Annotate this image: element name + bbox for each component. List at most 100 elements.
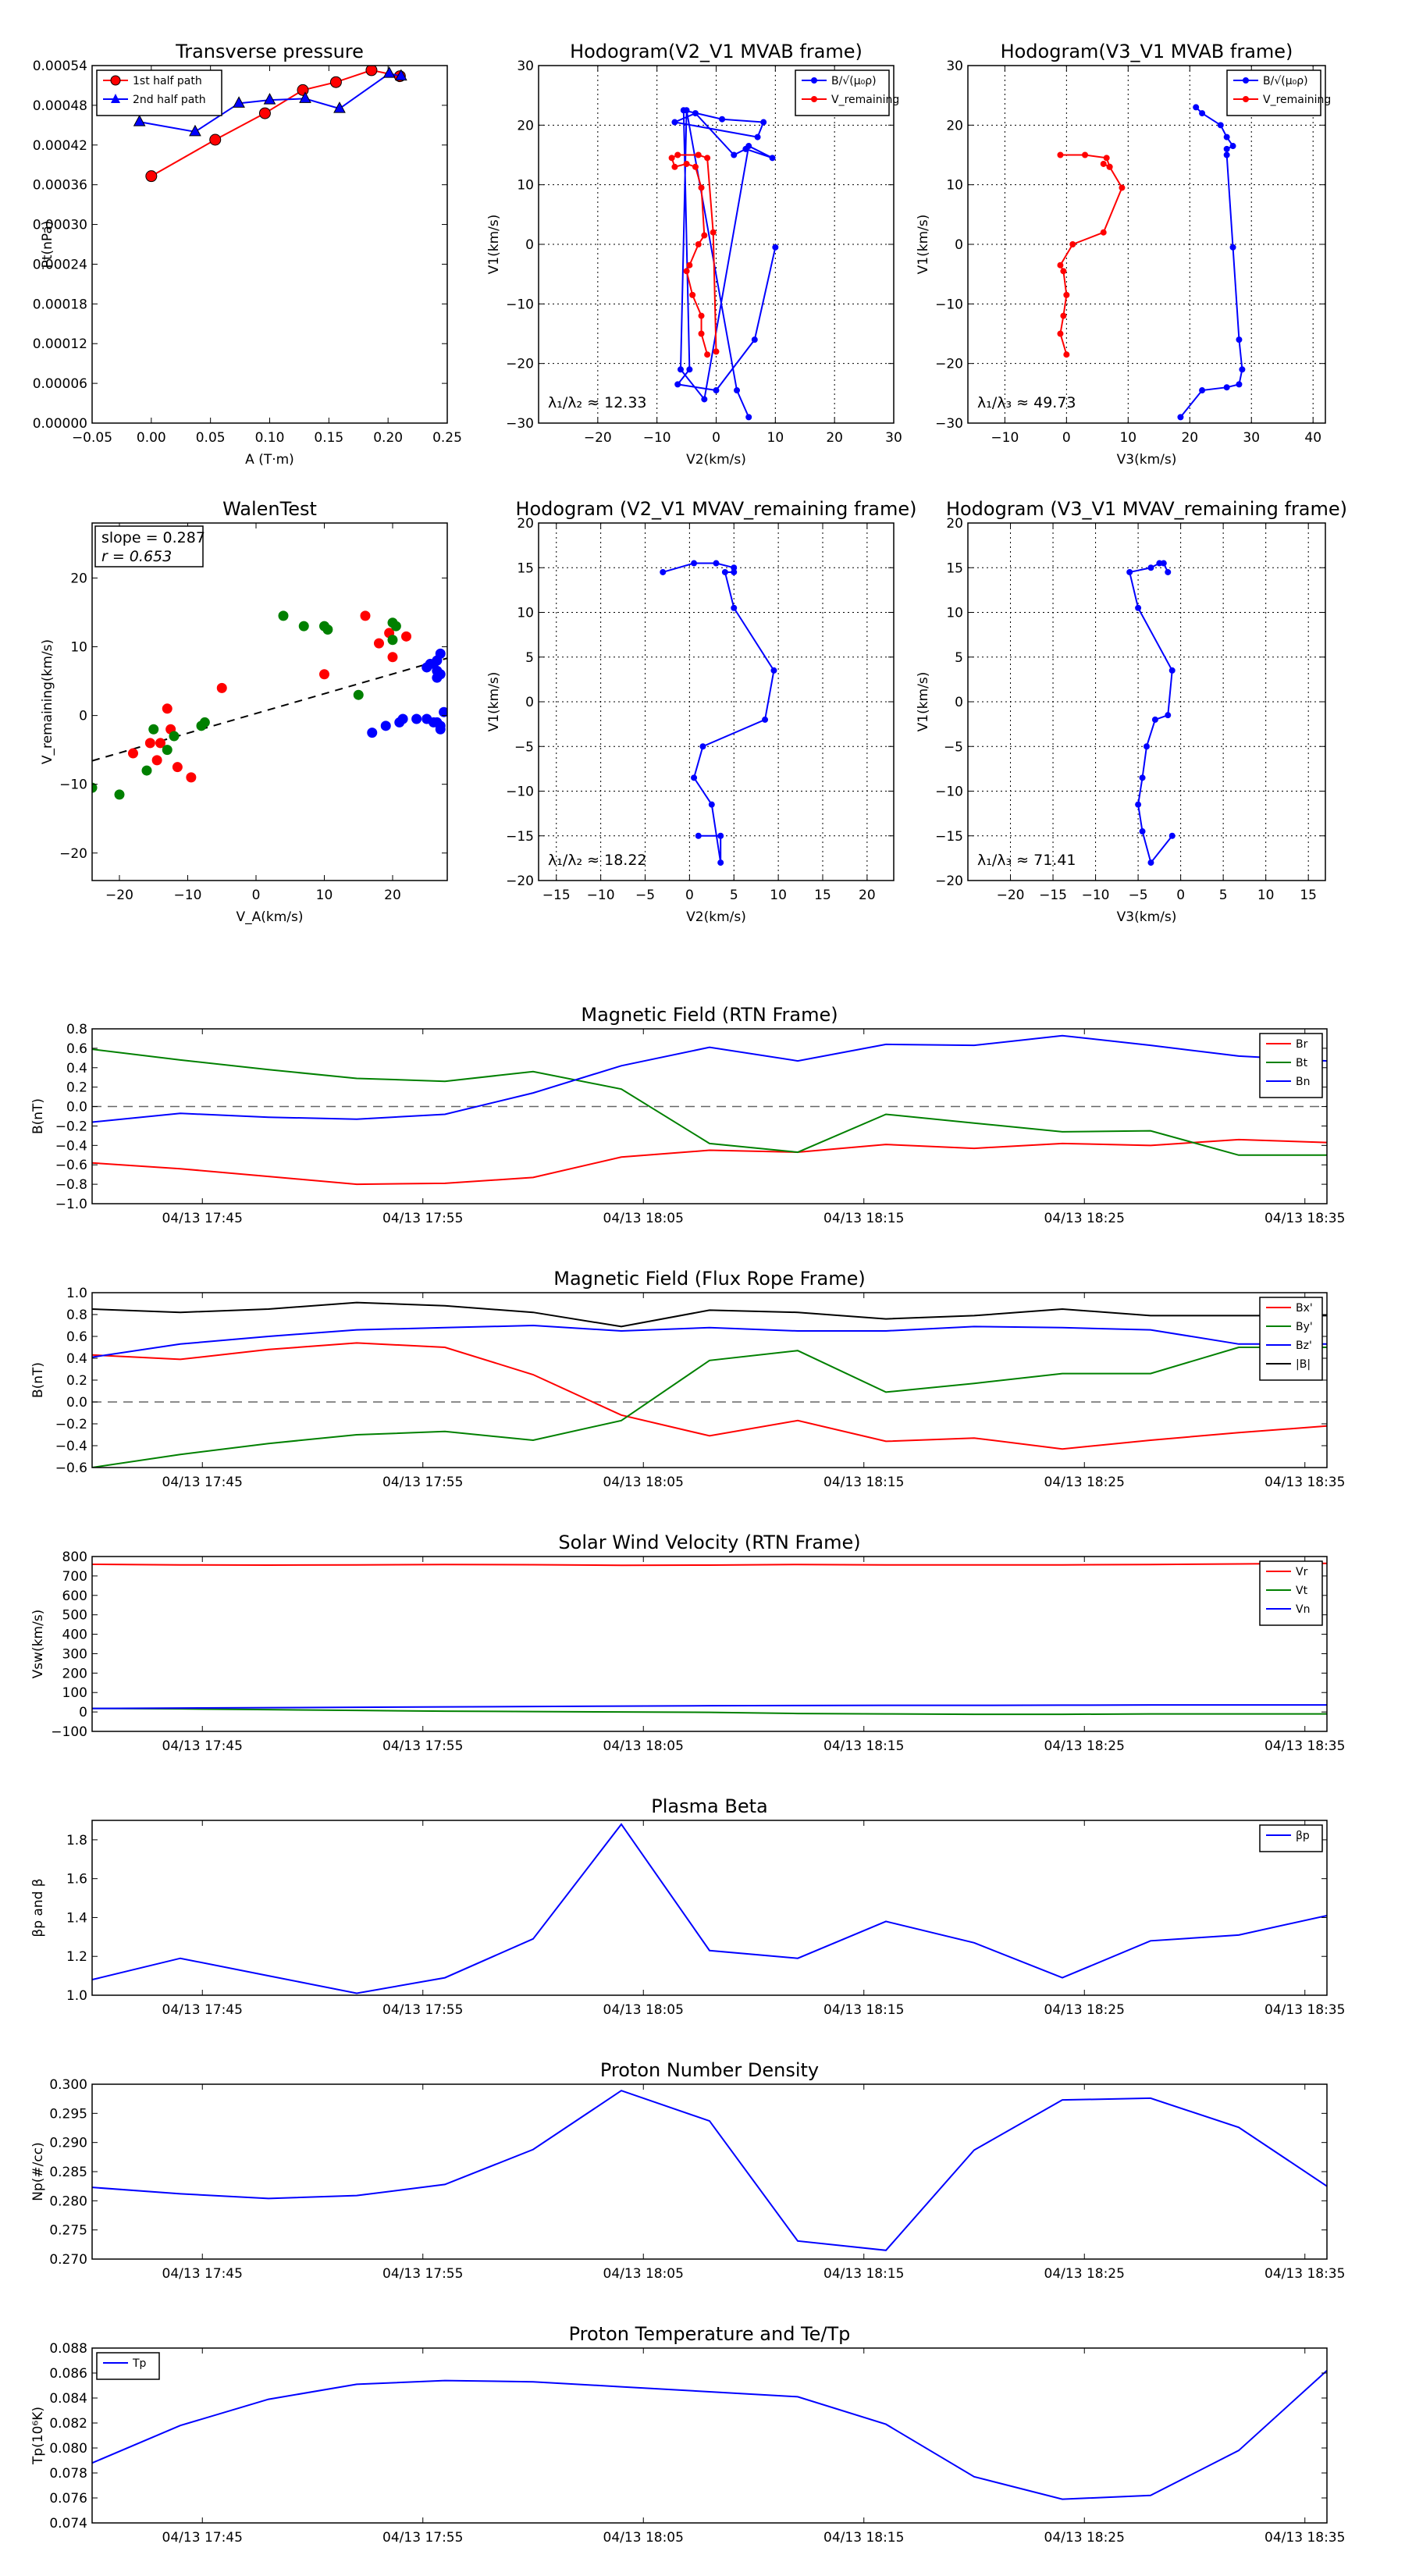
x-tick-label: 04/13 18:25 xyxy=(1044,2530,1125,2546)
data-point xyxy=(1126,568,1133,575)
series-line-2nd half path xyxy=(139,73,402,133)
x-tick-label: −5 xyxy=(635,888,655,903)
y-tick-label: −10 xyxy=(506,785,534,800)
data-point xyxy=(189,124,201,137)
x-tick-label: 0 xyxy=(252,888,261,903)
plot-area xyxy=(1126,560,1176,866)
y-tick-label: 1.4 xyxy=(66,1910,87,1926)
y-tick-label: 0.078 xyxy=(49,2466,87,2482)
data-point xyxy=(1119,184,1126,191)
plot-area xyxy=(660,560,777,866)
y-tick-label: 0.0 xyxy=(66,1100,87,1115)
y-axis-label: V_remaining(km/s) xyxy=(40,639,55,764)
legend-label: Vt xyxy=(1296,1585,1308,1597)
data-point xyxy=(1236,336,1243,343)
x-tick-label: 04/13 17:55 xyxy=(382,1738,463,1754)
x-tick-label: 10 xyxy=(1119,430,1136,446)
axes-frame xyxy=(91,65,448,424)
x-tick-label: 04/13 17:45 xyxy=(162,2266,243,2282)
series-line-Vr xyxy=(92,1562,1327,1567)
x-tick-label: 10 xyxy=(767,430,784,446)
chart-h4: −20 −15 −10 −5 0 5 10 15 −20 −15 −10 −5 0 5 10 15 20Hodo… xyxy=(916,498,1347,925)
legend-label: Tp xyxy=(132,2357,147,2370)
data-point xyxy=(1057,330,1064,337)
legend-label: Vr xyxy=(1296,1566,1308,1578)
x-tick-label: 04/13 18:35 xyxy=(1264,1211,1345,1226)
series-line-0 xyxy=(92,2090,1327,2251)
legend: Vr Vt Vn xyxy=(1259,1560,1323,1626)
y-tick-label: 500 xyxy=(62,1608,87,1624)
axes-frame xyxy=(91,1556,1328,1732)
y-axis-label: V1(km/s) xyxy=(486,672,502,732)
data-point xyxy=(719,116,726,123)
y-tick-label: 0.082 xyxy=(49,2416,87,2432)
y-tick-label: 0.8 xyxy=(66,1308,87,1323)
data-point xyxy=(683,107,690,114)
y-tick-label: 30 xyxy=(517,59,534,74)
axes-frame xyxy=(91,1028,1328,1204)
y-tick-label: −100 xyxy=(51,1724,87,1740)
legend-marker xyxy=(811,77,817,84)
y-tick-label: 0.076 xyxy=(49,2491,87,2507)
y-tick-label: 0.2 xyxy=(66,1080,87,1096)
x-tick-label: 0 xyxy=(1062,430,1071,446)
data-point xyxy=(360,610,371,621)
y-axis-label: V1(km/s) xyxy=(486,215,502,275)
slope-annotation: slope = 0.287 xyxy=(101,529,205,546)
y-tick-label: 0.6 xyxy=(66,1329,87,1345)
y-tick-label: 20 xyxy=(70,571,87,586)
data-point xyxy=(233,96,245,108)
data-point xyxy=(731,564,738,571)
y-tick-label: −10 xyxy=(935,297,963,312)
data-point xyxy=(1057,262,1064,269)
data-point xyxy=(382,66,396,78)
data-point xyxy=(668,155,675,162)
data-point xyxy=(1151,716,1158,723)
x-tick-label: 04/13 18:15 xyxy=(823,1211,904,1226)
y-tick-label: 5 xyxy=(525,650,534,666)
data-point xyxy=(674,381,681,388)
x-tick-label: 04/13 18:05 xyxy=(603,1738,684,1754)
data-point xyxy=(704,351,711,358)
data-point xyxy=(172,762,183,773)
data-point xyxy=(162,703,173,714)
x-tick-label: −10 xyxy=(991,430,1019,446)
y-tick-label: 0.00006 xyxy=(33,376,87,392)
x-tick-label: 15 xyxy=(814,888,831,903)
data-point xyxy=(387,652,398,663)
data-point xyxy=(683,160,690,167)
x-tick-label: 04/13 18:25 xyxy=(1044,1738,1125,1754)
y-tick-label: 1.2 xyxy=(66,1949,87,1965)
y-tick-label: −0.2 xyxy=(55,1417,87,1432)
data-point xyxy=(686,262,693,269)
x-tick-label: 04/13 17:45 xyxy=(162,2530,243,2546)
y-axis-label: Vsw(km/s) xyxy=(30,1610,46,1679)
y-tick-label: −5 xyxy=(944,739,963,755)
x-tick-label: 0.10 xyxy=(255,430,285,446)
data-point xyxy=(1223,384,1230,391)
data-point xyxy=(1165,568,1172,575)
legend-box xyxy=(96,2352,160,2380)
data-point xyxy=(1239,366,1246,373)
data-point xyxy=(769,155,776,162)
legend-label: Bn xyxy=(1296,1076,1310,1088)
data-point xyxy=(699,743,706,750)
x-axis-label: V3(km/s) xyxy=(1117,909,1177,925)
series-line-Vn xyxy=(92,1704,1327,1710)
y-tick-label: 400 xyxy=(62,1628,87,1643)
plot-area xyxy=(92,1034,1327,1186)
chart-h1: −20 −10 0 10 20 30 −30 −20 −10 0 10 20 30 Hodogram(V2… xyxy=(486,41,902,468)
y-tick-label: −0.4 xyxy=(55,1138,87,1154)
plot-area xyxy=(133,66,407,183)
y-axis-label: Np(#/cc) xyxy=(30,2142,46,2201)
data-point xyxy=(151,755,162,766)
data-point xyxy=(186,772,197,783)
chart-title: Magnetic Field (Flux Rope Frame) xyxy=(553,1268,865,1290)
y-tick-label: 20 xyxy=(517,516,534,532)
y-tick-label: 15 xyxy=(517,560,534,576)
x-tick-label: 5 xyxy=(730,888,738,903)
y-tick-label: 600 xyxy=(62,1589,87,1604)
y-tick-label: 700 xyxy=(62,1569,87,1585)
data-point xyxy=(1063,291,1070,298)
